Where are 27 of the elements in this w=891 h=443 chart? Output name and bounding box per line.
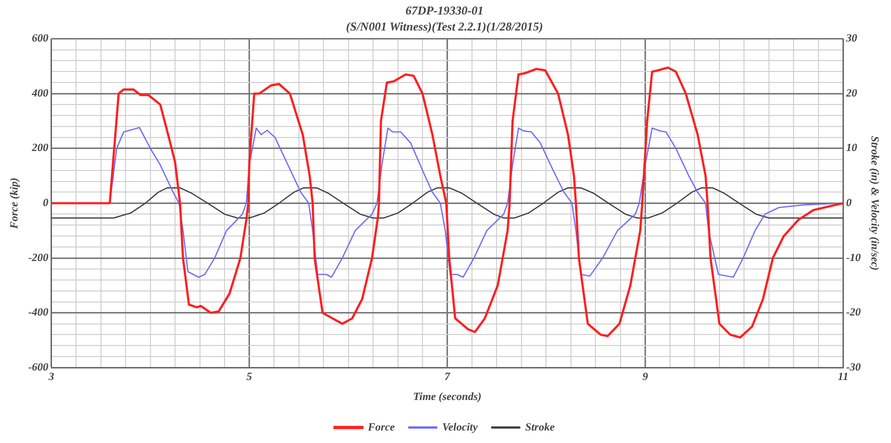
chart-title: 67DP-19330-01 xyxy=(406,3,484,18)
x-tick-label: 3 xyxy=(48,371,55,384)
y-tick-label: 600 xyxy=(32,32,49,45)
y2-tick-label: -10 xyxy=(846,252,862,264)
y-tick-label: -200 xyxy=(28,252,49,264)
y2-tick-label: 30 xyxy=(845,32,858,45)
y-tick-label: -400 xyxy=(28,306,49,319)
legend-label: Force xyxy=(366,421,395,434)
legend-label: Stroke xyxy=(525,421,555,434)
x-axis-title: Time (seconds) xyxy=(413,391,482,404)
y2-tick-label: 20 xyxy=(845,87,858,100)
y-tick-label: 0 xyxy=(42,197,49,210)
x-tick-label: 7 xyxy=(444,371,450,384)
y2-tick-label: -20 xyxy=(846,306,862,319)
y-tick-label: -600 xyxy=(28,361,49,374)
legend-label: Velocity xyxy=(442,421,478,434)
y2-axis-title: Stroke (in) & Velocity (in/sec) xyxy=(868,136,881,270)
x-tick-label: 9 xyxy=(642,371,648,384)
y-tick-label: 200 xyxy=(30,142,49,154)
y2-tick-label: -30 xyxy=(846,361,862,374)
x-tick-label: 11 xyxy=(838,371,848,384)
y-axis-title: Force (kip) xyxy=(8,178,20,230)
y-tick-label: 400 xyxy=(30,87,49,100)
chart-subtitle: (S/N001 Witness)(Test 2.2.1)(1/28/2015) xyxy=(346,20,543,34)
y2-tick-label: 10 xyxy=(846,142,858,154)
x-tick-label: 5 xyxy=(246,371,253,384)
y2-tick-label: 0 xyxy=(846,197,852,210)
